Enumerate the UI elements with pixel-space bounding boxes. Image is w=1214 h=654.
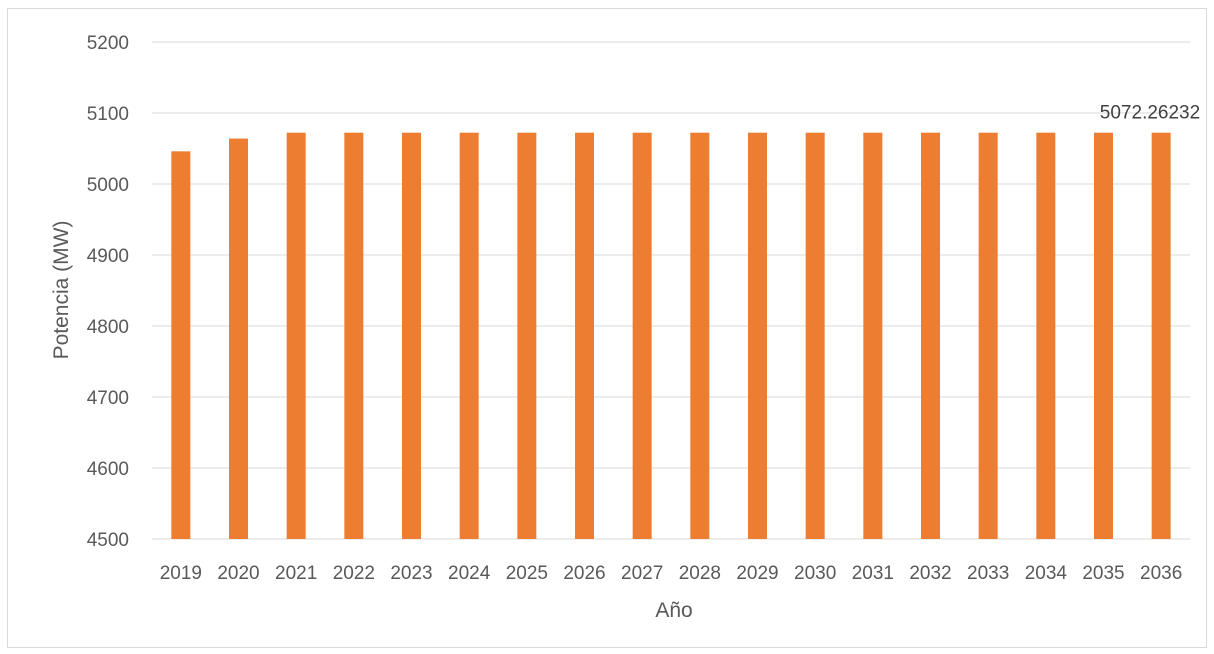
data-labels: 5072.26232 <box>1100 103 1200 124</box>
data-label-2036: 5072.26232 <box>1100 103 1200 124</box>
x-tick-label: 2030 <box>794 563 836 584</box>
x-tick-label: 2024 <box>448 563 491 584</box>
x-tick-label: 2019 <box>160 563 202 584</box>
y-tick-label: 5000 <box>87 175 129 196</box>
x-tick-label: 2027 <box>621 563 663 584</box>
chart-frame <box>7 8 1207 648</box>
x-tick-label: 2022 <box>333 563 375 584</box>
bar-2034 <box>1036 132 1056 539</box>
y-tick-label: 5100 <box>87 104 129 125</box>
x-tick-label: 2029 <box>736 563 778 584</box>
x-tick-label: 2020 <box>217 563 259 584</box>
x-tick-label: 2032 <box>909 563 951 584</box>
bar-2029 <box>748 132 767 539</box>
x-tick-label: 2023 <box>390 563 432 584</box>
bar-2033 <box>978 132 998 539</box>
bar-2024 <box>459 132 479 539</box>
y-tick-label: 4500 <box>87 530 129 551</box>
grid-layer <box>152 41 1190 540</box>
x-tick-label: 2033 <box>967 563 1009 584</box>
bar-2027 <box>632 132 652 539</box>
bar-2023 <box>402 132 421 539</box>
bar-2025 <box>517 132 537 539</box>
bar-2031 <box>863 132 883 539</box>
y-tick-label: 4700 <box>87 388 129 409</box>
y-tick-label: 4600 <box>87 459 129 480</box>
bars-layer <box>171 132 1171 539</box>
y-axis-title: Potencia (MW) <box>50 221 73 360</box>
bar-2020 <box>229 138 248 539</box>
y-axis-ticks: 4500 4600 4700 4800 4900 5000 5100 5200 <box>87 33 129 551</box>
x-tick-label: 2036 <box>1140 563 1182 584</box>
x-axis-ticks: 2019 2020 2021 2022 2023 2024 2025 2026 2027 2028… <box>160 563 1183 584</box>
x-tick-label: 2021 <box>275 563 317 584</box>
x-tick-label: 2034 <box>1025 563 1068 584</box>
bar-2036 <box>1151 132 1171 539</box>
bar-2035 <box>1094 132 1113 539</box>
x-tick-label: 2026 <box>563 563 605 584</box>
bar-2032 <box>921 132 940 539</box>
y-tick-label: 4800 <box>87 317 129 338</box>
x-tick-label: 2025 <box>506 563 548 584</box>
bar-2021 <box>286 132 306 539</box>
x-tick-label: 2031 <box>852 563 894 584</box>
x-tick-label: 2035 <box>1082 563 1124 584</box>
bar-2019 <box>171 151 191 539</box>
bar-2022 <box>344 132 364 539</box>
y-tick-label: 4900 <box>87 246 129 267</box>
bar-2026 <box>575 132 594 539</box>
x-axis-title: Año <box>655 599 692 622</box>
bar-2030 <box>805 132 825 539</box>
x-tick-label: 2028 <box>679 563 721 584</box>
y-tick-label: 5200 <box>87 33 129 54</box>
bar-2028 <box>690 132 710 539</box>
